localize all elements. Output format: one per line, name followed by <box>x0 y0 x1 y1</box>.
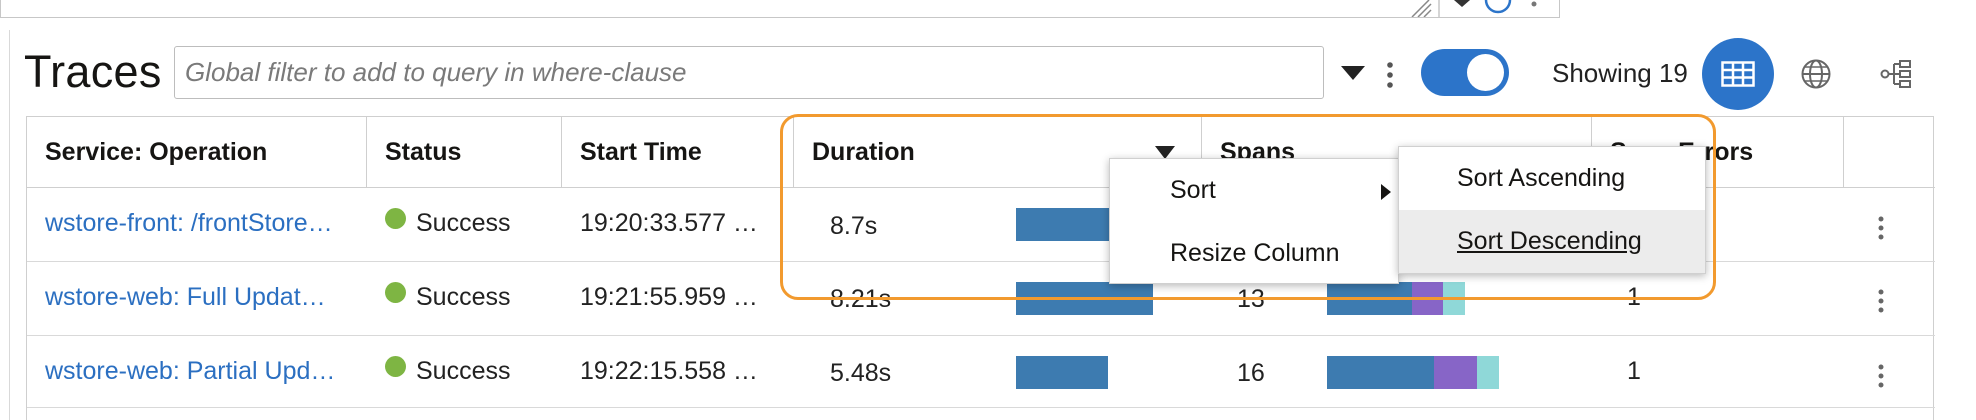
menu-item-label: Sort <box>1170 176 1216 204</box>
column-header-label: Status <box>385 137 462 166</box>
duration-bar <box>1016 282 1153 315</box>
column-header-label: Start Time <box>580 137 702 166</box>
span-bar-segment <box>1412 282 1443 315</box>
column-header-status[interactable]: Status <box>367 117 562 187</box>
span-bar-segment <box>1477 356 1499 389</box>
service-operation-link[interactable]: wstore-front: /frontStore… <box>45 209 333 237</box>
traces-table: Service: Operation Status Start Time Dur… <box>26 116 1935 420</box>
start-time: 19:20:33.577 … <box>580 209 758 237</box>
column-header-start-time[interactable]: Start Time <box>562 117 794 187</box>
resize-grip-icon[interactable] <box>1408 0 1432 17</box>
column-header-actions <box>1844 117 1935 187</box>
menu-item-label: Sort Ascending <box>1457 164 1626 192</box>
status-dot-icon <box>385 282 406 303</box>
duration-value: 8.7s <box>830 212 878 240</box>
page-title: Traces <box>24 46 162 97</box>
menu-item-label: Sort Descending <box>1457 227 1642 255</box>
span-bar-segment <box>1443 282 1465 315</box>
column-header-label: Duration <box>812 137 915 166</box>
column-header-duration[interactable]: Duration <box>794 117 1202 187</box>
service-operation-link[interactable]: wstore-web: Full Updat… <box>45 283 326 311</box>
menu-item-sort-ascending[interactable]: Sort Ascending <box>1399 147 1705 210</box>
span-bar-segment <box>1327 282 1412 315</box>
status-dot-icon <box>385 208 406 229</box>
status-dot-icon <box>385 356 406 377</box>
query-editor-controls <box>1438 0 1560 18</box>
toggle-switch[interactable] <box>1421 49 1509 96</box>
row-divider <box>27 407 1935 408</box>
globe-icon <box>1801 59 1831 89</box>
map-view-button[interactable] <box>1780 38 1852 110</box>
table-view-button[interactable] <box>1702 38 1774 110</box>
menu-item-sort-descending[interactable]: Sort Descending <box>1399 210 1705 273</box>
query-editor-edge <box>0 0 1560 18</box>
hierarchy-icon <box>1880 60 1911 88</box>
duration-bar <box>1016 356 1108 389</box>
status-text: Success <box>416 357 511 385</box>
left-panel-edge <box>0 30 10 420</box>
global-filter-input[interactable] <box>174 46 1324 99</box>
column-context-menu: Sort Resize Column <box>1109 158 1399 284</box>
span-error-count: 1 <box>1627 283 1641 311</box>
menu-item-sort[interactable]: Sort <box>1110 159 1398 222</box>
column-header-label: Service: Operation <box>45 137 268 166</box>
row-divider <box>27 335 1935 336</box>
service-operation-link[interactable]: wstore-web: Partial Upd… <box>45 357 336 385</box>
duration-value: 5.48s <box>830 359 892 387</box>
status-text: Success <box>416 209 511 237</box>
row-actions-icon[interactable] <box>1872 212 1890 244</box>
row-divider <box>27 261 1935 262</box>
topology-view-button[interactable] <box>1860 38 1932 110</box>
start-time: 19:21:55.959 … <box>580 283 758 311</box>
header-divider <box>27 187 1935 188</box>
column-header-service[interactable]: Service: Operation <box>27 117 367 187</box>
start-time: 19:22:15.558 … <box>580 357 758 385</box>
menu-item-label: Resize Column <box>1170 239 1340 267</box>
column-menu-caret-icon[interactable] <box>1154 145 1176 160</box>
showing-count: Showing 19 <box>1552 58 1688 88</box>
row-actions-icon[interactable] <box>1872 285 1890 317</box>
sort-submenu: Sort Ascending Sort Descending <box>1398 146 1706 274</box>
status-text: Success <box>416 283 511 311</box>
toolbar-more-icon[interactable] <box>1380 58 1400 92</box>
span-count: 16 <box>1237 359 1265 387</box>
span-bar-segment <box>1327 356 1434 389</box>
span-count: 13 <box>1237 285 1265 313</box>
filter-dropdown-caret-icon[interactable] <box>1338 58 1368 88</box>
menu-item-resize-column[interactable]: Resize Column <box>1110 222 1398 285</box>
span-bar-segment <box>1434 356 1477 389</box>
row-actions-icon[interactable] <box>1872 360 1890 392</box>
span-error-count: 1 <box>1627 357 1641 385</box>
toggle-knob <box>1467 54 1504 91</box>
duration-value: 8.21s <box>830 285 892 313</box>
submenu-arrow-icon <box>1381 184 1391 200</box>
table-icon <box>1721 61 1755 87</box>
